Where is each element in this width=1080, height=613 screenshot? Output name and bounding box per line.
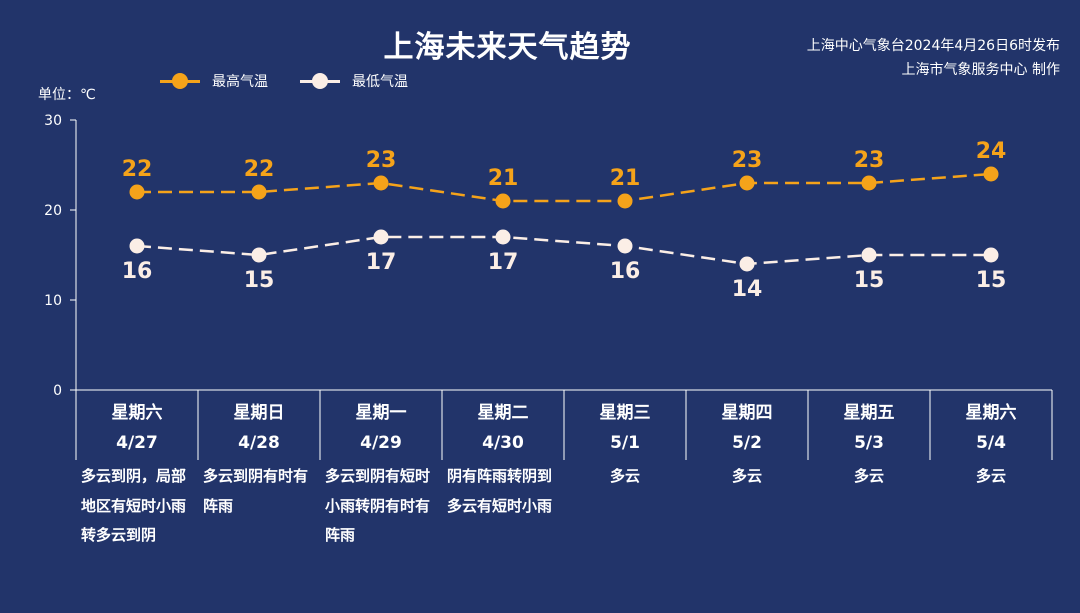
date-label: 5/1 <box>610 433 640 453</box>
chart-legend: 最高气温 最低气温 <box>160 70 440 92</box>
data-point-low <box>861 247 877 263</box>
data-point-high <box>373 175 389 191</box>
data-point-low <box>129 238 145 254</box>
day-header-3: 星期一 4/29 <box>320 392 442 460</box>
data-point-high <box>251 184 267 200</box>
series-line-high <box>137 172 992 203</box>
data-point-low <box>251 247 267 263</box>
weather-desc-5: 多云 <box>609 467 640 485</box>
day-header-6: 星期四 5/2 <box>686 392 808 460</box>
data-point-high <box>983 166 999 182</box>
data-label-low: 15 <box>244 268 275 293</box>
data-point-low <box>373 229 389 245</box>
date-label: 4/28 <box>238 433 280 453</box>
data-point-high <box>495 193 511 209</box>
data-label-low: 15 <box>976 268 1007 293</box>
data-point-high <box>617 193 633 209</box>
data-label-low: 15 <box>854 268 885 293</box>
weekday-label: 星期六 <box>111 403 163 423</box>
weekday-label: 星期三 <box>599 403 651 423</box>
y-tick-label: 0 <box>53 383 62 399</box>
series-line-low <box>136 235 991 266</box>
weekday-label: 星期五 <box>843 403 895 423</box>
weather-desc-2: 多云到阴有时有阵雨 <box>203 467 309 515</box>
data-label-high: 21 <box>610 166 641 191</box>
day-header-1: 星期六 4/27 <box>76 392 198 460</box>
chart-title: 上海未来天气趋势 <box>383 30 632 65</box>
weather-desc-4: 阴有阵雨转阴到多云有短时小雨 <box>447 467 553 515</box>
data-label-low: 17 <box>488 250 519 275</box>
weekday-label: 星期四 <box>721 403 773 423</box>
data-label-low: 14 <box>732 277 763 302</box>
data-label-low: 17 <box>366 250 397 275</box>
data-label-high: 23 <box>854 148 885 173</box>
weather-desc-6: 多云 <box>731 467 762 485</box>
legend-swatch-high <box>160 73 200 89</box>
date-label: 4/30 <box>482 433 524 453</box>
weather-description-row: 多云到阴，局部地区有短时小雨转多云到阴 多云到阴有时有阵雨 多云到阴有短时小雨转… <box>76 462 1052 551</box>
data-label-high: 22 <box>122 157 153 182</box>
legend-label-high: 最高气温 <box>212 74 268 90</box>
data-label-low: 16 <box>610 259 641 284</box>
data-label-high: 21 <box>488 166 519 191</box>
data-point-high <box>861 175 877 191</box>
legend-label-low: 最低气温 <box>352 74 408 90</box>
date-label: 5/3 <box>854 433 884 453</box>
legend-item-low: 最低气温 <box>300 71 408 91</box>
day-header-row: 星期六 4/27 星期日 4/28 星期一 4/29 星期二 4/30 星期三 5/1 星… <box>76 392 1052 460</box>
day-header-2: 星期日 4/28 <box>198 392 320 460</box>
day-header-5: 星期三 5/1 <box>564 392 686 460</box>
weekday-label: 星期日 <box>233 403 285 423</box>
y-tick-label: 20 <box>44 203 62 219</box>
data-label-high: 24 <box>976 139 1007 164</box>
y-tick-label: 10 <box>44 293 62 309</box>
weekday-label: 星期二 <box>477 403 529 423</box>
y-tick-label: 30 <box>44 113 62 129</box>
data-label-high: 22 <box>244 157 275 182</box>
weekday-label: 星期六 <box>965 403 1017 423</box>
data-label-low: 16 <box>122 259 153 284</box>
weekday-label: 星期一 <box>355 403 407 423</box>
date-label: 5/4 <box>976 433 1006 453</box>
data-point-low <box>495 229 511 245</box>
data-point-high <box>129 184 145 200</box>
date-label: 5/2 <box>732 433 762 453</box>
day-header-8: 星期六 5/4 <box>930 392 1052 460</box>
day-header-7: 星期五 5/3 <box>808 392 930 460</box>
data-point-high <box>739 175 755 191</box>
date-label: 4/29 <box>360 433 402 453</box>
y-axis-unit-label: 单位：℃ <box>38 87 96 103</box>
legend-swatch-low <box>300 73 340 89</box>
weather-desc-3: 多云到阴有短时小雨转阴有时有阵雨 <box>325 467 431 544</box>
weather-desc-7: 多云 <box>853 467 884 485</box>
data-point-low <box>739 256 755 272</box>
data-label-high: 23 <box>732 148 763 173</box>
legend-item-high: 最高气温 <box>160 71 268 91</box>
weather-desc-8: 多云 <box>975 467 1006 485</box>
data-label-high: 23 <box>366 148 397 173</box>
date-label: 4/27 <box>116 433 158 453</box>
day-header-4: 星期二 4/30 <box>442 392 564 460</box>
issuer-line-2: 上海市气象服务中心 制作 <box>901 62 1060 78</box>
issuer-line-1: 上海中心气象台2024年4月26日6时发布 <box>806 38 1060 54</box>
data-point-low <box>617 238 633 254</box>
issuer-info: 上海中心气象台2024年4月26日6时发布 上海市气象服务中心 制作 <box>807 34 1060 82</box>
weather-desc-1: 多云到阴，局部地区有短时小雨转多云到阴 <box>81 467 187 544</box>
data-point-low <box>983 247 999 263</box>
